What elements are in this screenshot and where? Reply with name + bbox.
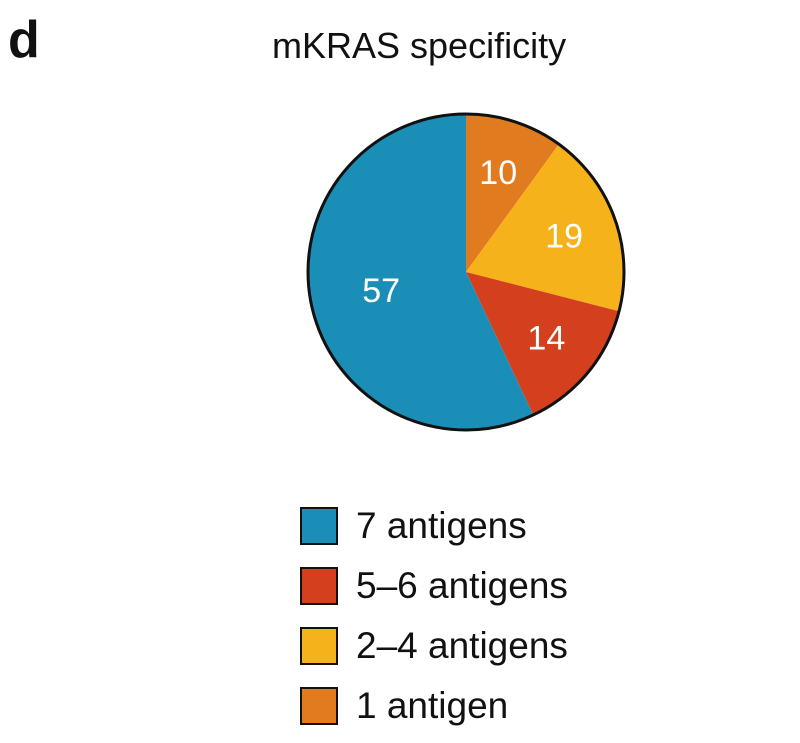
pie-slice-7-antigens [308, 114, 534, 430]
pie-slice-1-antigen [466, 114, 559, 272]
legend: 7 antigens 5–6 antigens 2–4 antigens 1 a… [300, 496, 568, 736]
pie-value-label: 19 [545, 218, 583, 256]
pie-value-label: 10 [479, 154, 517, 192]
legend-label: 7 antigens [356, 505, 527, 546]
legend-item-7-antigens: 7 antigens [300, 496, 568, 556]
chart-title: mKRAS specificity [272, 25, 567, 66]
legend-swatch [300, 567, 338, 605]
panel-letter: d [8, 11, 40, 69]
legend-swatch [300, 627, 338, 665]
legend-label: 1 antigen [356, 685, 509, 726]
legend-label: 5–6 antigens [356, 565, 568, 606]
pie-value-label: 14 [527, 319, 565, 357]
legend-label: 2–4 antigens [356, 625, 568, 666]
pie-slice-2-4-antigens [466, 144, 624, 312]
legend-swatch [300, 507, 338, 545]
pie-outline [306, 112, 626, 432]
legend-item-1-antigen: 1 antigen [300, 676, 568, 736]
legend-swatch [300, 687, 338, 725]
legend-item-5-6-antigens: 5–6 antigens [300, 556, 568, 616]
pie-value-label: 57 [362, 272, 400, 310]
legend-item-2-4-antigens: 2–4 antigens [300, 616, 568, 676]
